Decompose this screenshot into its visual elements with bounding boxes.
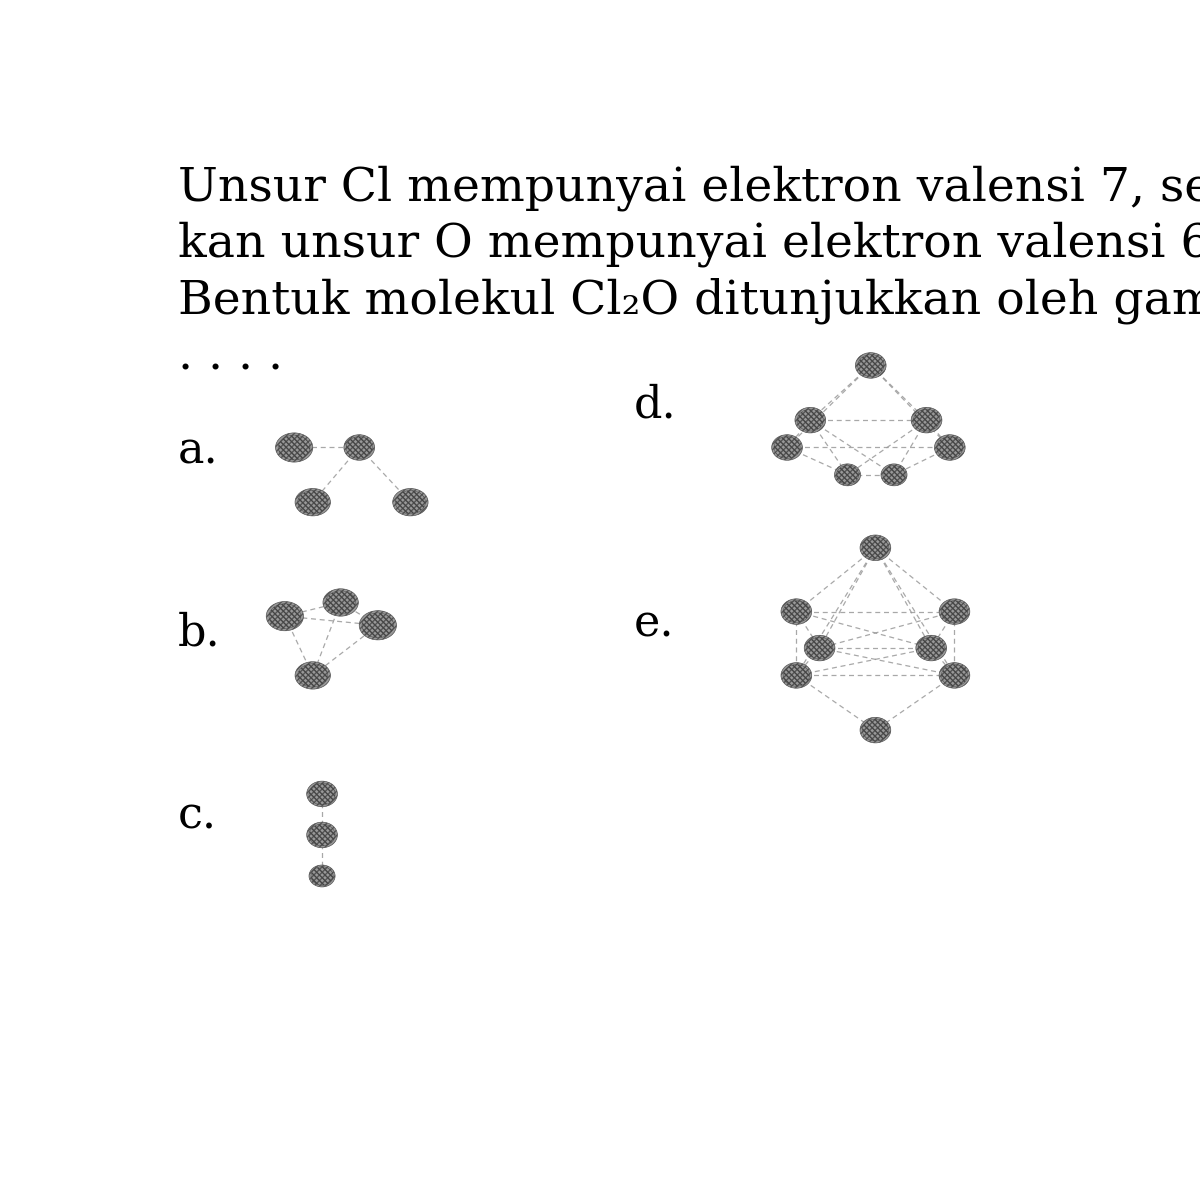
Ellipse shape — [307, 822, 337, 848]
Ellipse shape — [856, 353, 886, 378]
Text: Bentuk molekul Cl₂O ditunjukkan oleh gambar: Bentuk molekul Cl₂O ditunjukkan oleh gam… — [178, 278, 1200, 324]
Ellipse shape — [911, 407, 942, 433]
Text: a.: a. — [178, 430, 218, 472]
Ellipse shape — [359, 611, 396, 639]
Ellipse shape — [266, 601, 304, 631]
Ellipse shape — [276, 433, 313, 462]
Text: . . . .: . . . . — [178, 334, 283, 380]
Ellipse shape — [940, 599, 970, 624]
Text: d.: d. — [634, 384, 677, 427]
Text: kan unsur O mempunyai elektron valensi 6.: kan unsur O mempunyai elektron valensi 6… — [178, 221, 1200, 268]
Ellipse shape — [310, 866, 335, 887]
Ellipse shape — [804, 636, 835, 661]
Text: c.: c. — [178, 794, 217, 837]
Ellipse shape — [781, 599, 811, 624]
Text: b.: b. — [178, 612, 221, 655]
Ellipse shape — [344, 435, 374, 461]
Ellipse shape — [881, 464, 907, 485]
Ellipse shape — [860, 535, 890, 560]
Ellipse shape — [935, 435, 965, 461]
Ellipse shape — [860, 718, 890, 742]
Text: Unsur Cl mempunyai elektron valensi 7, sedang-: Unsur Cl mempunyai elektron valensi 7, s… — [178, 165, 1200, 212]
Ellipse shape — [323, 588, 359, 616]
Ellipse shape — [834, 464, 860, 485]
Ellipse shape — [781, 663, 811, 688]
Ellipse shape — [772, 435, 803, 461]
Ellipse shape — [916, 636, 947, 661]
Ellipse shape — [295, 489, 330, 516]
Ellipse shape — [295, 662, 330, 689]
Text: e.: e. — [634, 603, 674, 645]
Ellipse shape — [794, 407, 826, 433]
Ellipse shape — [940, 663, 970, 688]
Ellipse shape — [307, 781, 337, 806]
Ellipse shape — [392, 489, 428, 516]
